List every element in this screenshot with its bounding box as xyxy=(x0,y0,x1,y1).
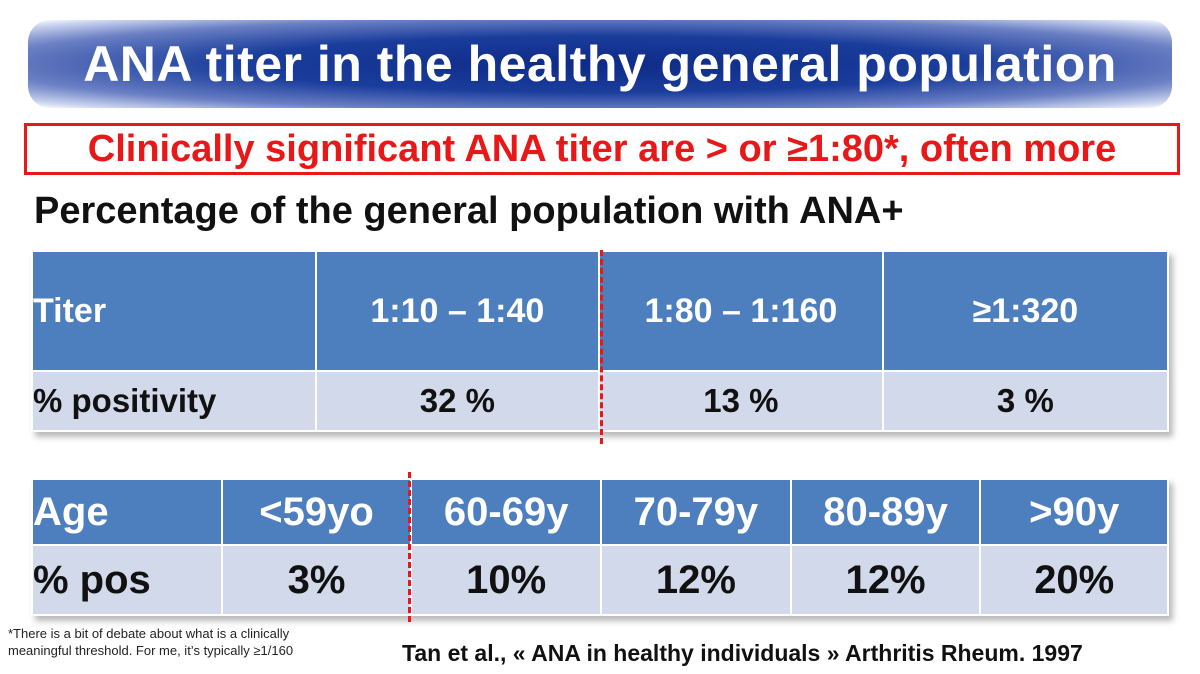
age-value-row: % pos 3% 10% 12% 12% 20% xyxy=(31,544,1169,616)
titer-value-row: % positivity 32 % 13 % 3 % xyxy=(31,370,1170,432)
age-row-label: % pos xyxy=(31,544,223,616)
titer-header-cell: 1:10 – 1:40 xyxy=(314,250,601,372)
titer-header-cell: 1:80 – 1:160 xyxy=(598,250,884,372)
age-header-cell: >90y xyxy=(979,478,1169,546)
age-value-cell: 10% xyxy=(410,544,603,616)
age-header-cell: 60-69y xyxy=(410,478,603,546)
titer-header-row: Titer 1:10 – 1:40 1:80 – 1:160 ≥1:320 xyxy=(31,250,1170,372)
titer-header-cell: ≥1:320 xyxy=(881,250,1170,372)
footnote-line: *There is a bit of debate about what is … xyxy=(8,626,290,641)
table-subtitle: Percentage of the general population wit… xyxy=(34,190,904,232)
age-header-cell: <59yo xyxy=(220,478,413,546)
titer-row-label: % positivity xyxy=(31,370,317,432)
title-banner: ANA titer in the healthy general populat… xyxy=(28,20,1172,108)
age-header-cell: 80-89y xyxy=(789,478,982,546)
citation: Tan et al., « ANA in healthy individuals… xyxy=(402,640,1083,666)
footnote-line: meaningful threshold. For me, it’s typic… xyxy=(8,643,294,658)
slide-title: ANA titer in the healthy general populat… xyxy=(83,36,1117,92)
age-threshold-divider xyxy=(408,472,411,622)
age-value-cell: 20% xyxy=(979,544,1169,616)
age-header-cell: 70-79y xyxy=(600,478,792,546)
age-header-label: Age xyxy=(31,478,223,546)
titer-value-cell: 13 % xyxy=(598,370,884,432)
age-value-cell: 12% xyxy=(600,544,792,616)
titer-value-cell: 3 % xyxy=(881,370,1170,432)
significance-callout: Clinically significant ANA titer are > o… xyxy=(24,123,1180,175)
age-value-cell: 3% xyxy=(220,544,413,616)
titer-value-cell: 32 % xyxy=(314,370,601,432)
titer-header-label: Titer xyxy=(31,250,317,372)
age-table: Age <59yo 60-69y 70-79y 80-89y >90y % po… xyxy=(31,478,1169,616)
age-value-cell: 12% xyxy=(789,544,982,616)
titer-threshold-divider xyxy=(600,250,603,444)
footnote: *There is a bit of debate about what is … xyxy=(8,625,293,659)
callout-text: Clinically significant ANA titer are > o… xyxy=(87,127,1117,170)
titer-table: Titer 1:10 – 1:40 1:80 – 1:160 ≥1:320 % … xyxy=(31,250,1170,432)
age-header-row: Age <59yo 60-69y 70-79y 80-89y >90y xyxy=(31,478,1169,546)
